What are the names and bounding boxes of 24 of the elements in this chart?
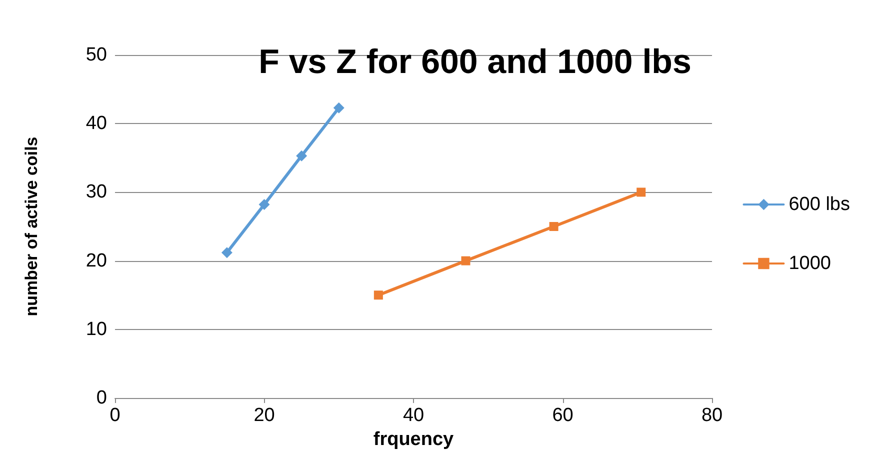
x-tick-label: 40 (402, 405, 424, 426)
y-tick-label: 0 (96, 388, 107, 408)
x-axis-title: frquency (373, 428, 454, 450)
y-tick-label: 30 (86, 182, 107, 203)
point (258, 199, 270, 210)
y-tick-label: 10 (86, 318, 107, 340)
legend-label: 600 lbs (788, 194, 850, 215)
x-tick-label: 0 (110, 405, 120, 426)
y-tick-label: 50 (86, 44, 107, 66)
point (296, 150, 308, 162)
chart-title: F vs Z for 600 and 1000 lbs (258, 43, 692, 81)
y-axis-title: number of active coils (22, 136, 41, 316)
x-tick-label: 60 (552, 405, 574, 426)
x-tick-label: 20 (254, 405, 275, 426)
point (374, 290, 383, 300)
y-tick-label: 40 (86, 113, 107, 134)
x-tick-label: 80 (701, 405, 723, 426)
point (549, 222, 558, 231)
y-tick-label: 20 (86, 250, 107, 272)
point (221, 247, 232, 258)
point (636, 188, 646, 197)
point (461, 256, 470, 266)
point (333, 102, 344, 114)
legend-label: 1000 (788, 253, 832, 274)
